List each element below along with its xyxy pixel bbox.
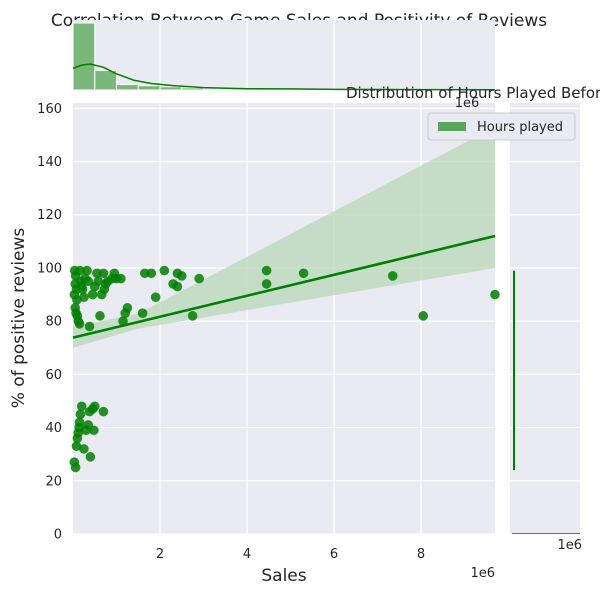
scatter-point — [95, 311, 105, 321]
scatter-point — [418, 311, 429, 321]
x-axis-label: Sales — [261, 566, 306, 586]
scatter-point — [187, 311, 198, 321]
scatter-point — [122, 303, 133, 313]
regression-confidence-band — [73, 126, 495, 348]
scatter-point — [87, 289, 98, 300]
scatter-point — [83, 276, 94, 287]
top-histogram-bar — [116, 84, 139, 91]
top-marginal-histogram — [72, 22, 205, 91]
scatter-point — [79, 444, 89, 454]
regression-line — [72, 234, 496, 339]
scatter-point — [77, 284, 88, 295]
joint-panel: 2 4 6 8 0 20 40 60 80 100 120 140 160 1e6 Sales % o… — [9, 102, 500, 586]
scatter-point — [75, 265, 85, 276]
y-tick-labels: 0 20 40 60 80 100 120 140 160 — [37, 102, 62, 543]
scatter-point — [146, 268, 157, 279]
scatter-point — [93, 276, 104, 287]
scatter-point — [82, 265, 92, 276]
right-marginal-background — [510, 103, 580, 534]
y-tick-label: 140 — [37, 155, 62, 170]
scatter-point — [490, 289, 500, 300]
y-tick-label: 80 — [45, 315, 62, 330]
x-tick-label: 2 — [156, 547, 164, 562]
legend-box — [427, 112, 576, 141]
scatter-point — [89, 425, 99, 436]
y-tick-label: 20 — [45, 474, 62, 489]
y-tick-label: 40 — [45, 421, 62, 436]
scatter-point — [116, 273, 126, 284]
right-x-offset-label: 1e6 — [557, 538, 582, 553]
scatter-point — [98, 268, 109, 279]
x-tick-labels: 2 4 6 8 — [156, 547, 425, 562]
scatter-point — [85, 452, 96, 462]
y-tick-label: 160 — [37, 102, 62, 117]
scatter-point — [176, 271, 187, 281]
scatter-point — [298, 268, 309, 279]
scatter-point — [79, 292, 89, 303]
scatter-point — [76, 401, 87, 412]
scatter-point — [70, 462, 81, 473]
y-tick-label: 100 — [37, 261, 62, 276]
top-marginal-panel — [72, 20, 496, 91]
scatter-point — [75, 409, 86, 420]
x-tick-label: 6 — [330, 547, 338, 562]
scatter-point — [159, 265, 170, 276]
scatter-point — [74, 319, 85, 329]
top-histogram-bar — [137, 85, 161, 91]
top-histogram-bar — [159, 86, 183, 91]
scatter-points — [69, 265, 500, 473]
legend-swatch — [438, 122, 466, 131]
scatter-point — [118, 316, 128, 326]
scatter-point — [89, 401, 100, 412]
top-histogram-bar — [72, 22, 96, 91]
x-tick-label: 8 — [417, 547, 425, 562]
y-axis-label: % of positive reviews — [9, 228, 29, 409]
scatter-point — [71, 441, 82, 452]
right-marginal-offset-label: 1e6 — [455, 96, 480, 111]
right-marginal-title: Distribution of Hours Played Before — [346, 84, 600, 102]
top-marginal-kde-curve — [72, 63, 496, 91]
scatter-point — [387, 271, 398, 281]
scatter-point — [98, 406, 109, 417]
scatter-point — [194, 273, 204, 284]
legend-label: Hours played — [477, 120, 563, 135]
scatter-point — [74, 417, 85, 428]
scatter-point — [261, 279, 272, 289]
y-tick-label: 60 — [45, 368, 62, 383]
right-marginal-panel: 1e6 — [510, 103, 582, 553]
x-tick-label: 4 — [243, 547, 251, 562]
scatter-point — [84, 321, 95, 332]
scatter-point — [172, 281, 183, 292]
legend: Hours played — [427, 112, 576, 141]
top-marginal-background — [73, 20, 495, 90]
scatter-point — [137, 308, 148, 318]
scatter-point — [150, 292, 161, 303]
top-histogram-bar — [94, 70, 118, 91]
top-marginal-grid — [159, 20, 422, 90]
scatter-point — [261, 265, 272, 276]
y-tick-label: 120 — [37, 208, 62, 223]
x-offset-label: 1e6 — [470, 566, 495, 581]
top-histogram-bar — [181, 87, 205, 91]
y-tick-label: 0 — [54, 528, 62, 543]
